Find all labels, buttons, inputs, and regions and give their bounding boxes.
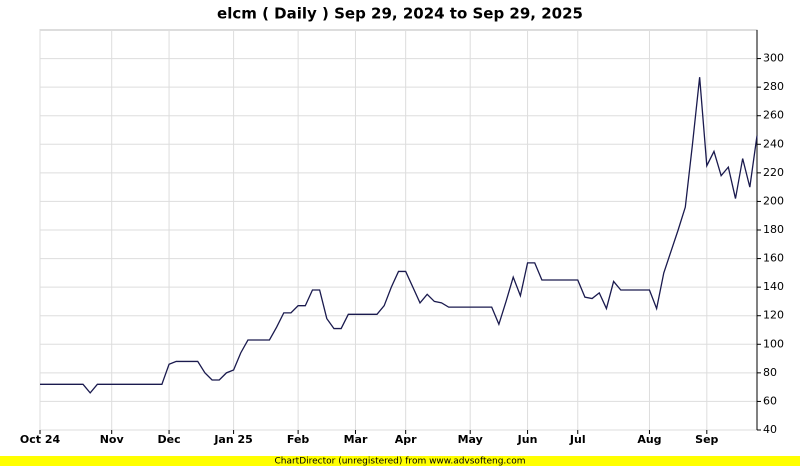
y-tick-label: 120	[763, 309, 784, 322]
x-tick-label: Aug	[637, 433, 661, 446]
y-tick-label: 60	[763, 394, 777, 407]
x-tick-label: Mar	[344, 433, 368, 446]
x-tick-label: Dec	[157, 433, 180, 446]
x-tick-label: Sep	[695, 433, 718, 446]
x-tick-label: Jul	[569, 433, 586, 446]
y-tick-label: 240	[763, 137, 784, 150]
y-tick-label: 280	[763, 80, 784, 93]
y-tick-label: 180	[763, 223, 784, 236]
y-tick-label: 100	[763, 337, 784, 350]
y-tick-label: 220	[763, 166, 784, 179]
x-tick-label: Nov	[100, 433, 125, 446]
x-tick-label: Apr	[395, 433, 417, 446]
x-tick-label: Jun	[517, 433, 538, 446]
y-tick-label: 40	[763, 423, 777, 436]
x-tick-label: May	[458, 433, 483, 446]
y-tick-label: 160	[763, 252, 784, 265]
x-tick-label: Oct 24	[20, 433, 61, 446]
footer: ChartDirector (unregistered) from www.ad…	[274, 457, 525, 466]
y-tick-label: 300	[763, 52, 784, 65]
chart-title: elcm ( Daily ) Sep 29, 2024 to Sep 29, 2…	[217, 5, 583, 23]
line	[40, 77, 758, 394]
y-tick-label: 80	[763, 366, 777, 379]
footer-bar	[0, 456, 800, 466]
y-tick-label: 200	[763, 194, 784, 207]
y-tick-label: 260	[763, 109, 784, 122]
x-tick-label: Feb	[287, 433, 310, 446]
x-tick-label: Jan 25	[213, 433, 252, 446]
y-tick-label: 140	[763, 280, 784, 293]
